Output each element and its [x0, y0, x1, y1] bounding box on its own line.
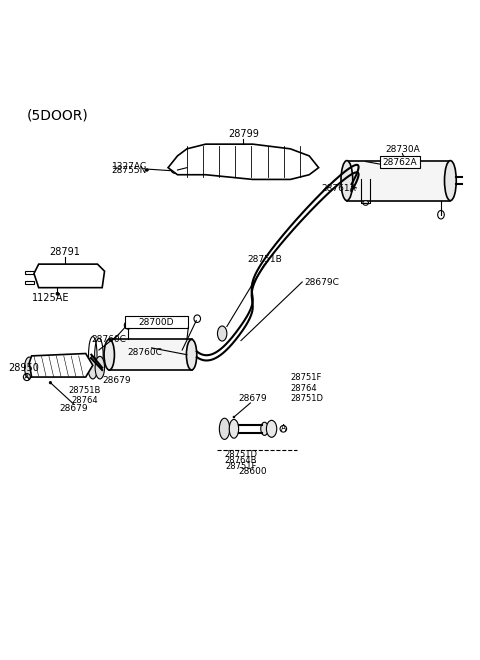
Text: 28950: 28950	[8, 362, 39, 373]
Text: 28760C: 28760C	[92, 335, 127, 344]
Text: 28761A: 28761A	[322, 184, 356, 193]
Polygon shape	[34, 264, 105, 288]
Ellipse shape	[233, 416, 235, 418]
Text: 28730A: 28730A	[385, 145, 420, 154]
Text: (5DOOR): (5DOOR)	[27, 109, 89, 123]
Text: 28679: 28679	[60, 405, 88, 413]
Text: 28751F: 28751F	[225, 462, 257, 471]
Ellipse shape	[24, 357, 34, 378]
Text: 28751D: 28751D	[225, 450, 257, 459]
Ellipse shape	[219, 418, 230, 440]
Ellipse shape	[104, 339, 114, 370]
Text: 28751F
28764
28751D: 28751F 28764 28751D	[290, 373, 324, 403]
Bar	[380, 156, 420, 168]
Ellipse shape	[95, 356, 105, 379]
Text: 28679C: 28679C	[304, 279, 339, 288]
Ellipse shape	[363, 201, 369, 205]
Bar	[347, 160, 450, 201]
Text: A: A	[281, 424, 286, 434]
Polygon shape	[29, 354, 93, 377]
Ellipse shape	[444, 160, 456, 201]
Polygon shape	[24, 271, 34, 275]
Ellipse shape	[56, 292, 59, 295]
Text: 28755N: 28755N	[111, 166, 147, 176]
Text: 28751B
28764: 28751B 28764	[68, 385, 100, 405]
Text: 28760C: 28760C	[127, 348, 162, 357]
Bar	[125, 316, 188, 327]
Text: 28700D: 28700D	[139, 317, 174, 327]
Text: 28751B: 28751B	[247, 255, 282, 264]
Ellipse shape	[145, 169, 148, 171]
Polygon shape	[168, 144, 319, 180]
Text: 28764B: 28764B	[225, 456, 257, 465]
Text: 28762A: 28762A	[382, 158, 417, 166]
Ellipse shape	[266, 420, 277, 438]
Text: 1125AE: 1125AE	[32, 293, 69, 304]
Ellipse shape	[186, 339, 197, 370]
Ellipse shape	[261, 422, 268, 436]
Text: 28679: 28679	[102, 376, 131, 385]
Ellipse shape	[88, 356, 97, 379]
Text: 1327AC: 1327AC	[112, 162, 147, 171]
Ellipse shape	[217, 326, 227, 341]
Ellipse shape	[341, 160, 353, 201]
Bar	[109, 339, 192, 370]
Text: A: A	[24, 372, 30, 381]
Text: 28679: 28679	[239, 394, 267, 403]
Text: 28791: 28791	[49, 247, 80, 257]
Ellipse shape	[229, 419, 239, 438]
Text: 28600: 28600	[239, 467, 267, 477]
Ellipse shape	[49, 381, 52, 384]
Text: 28799: 28799	[228, 129, 259, 139]
Polygon shape	[24, 280, 34, 284]
